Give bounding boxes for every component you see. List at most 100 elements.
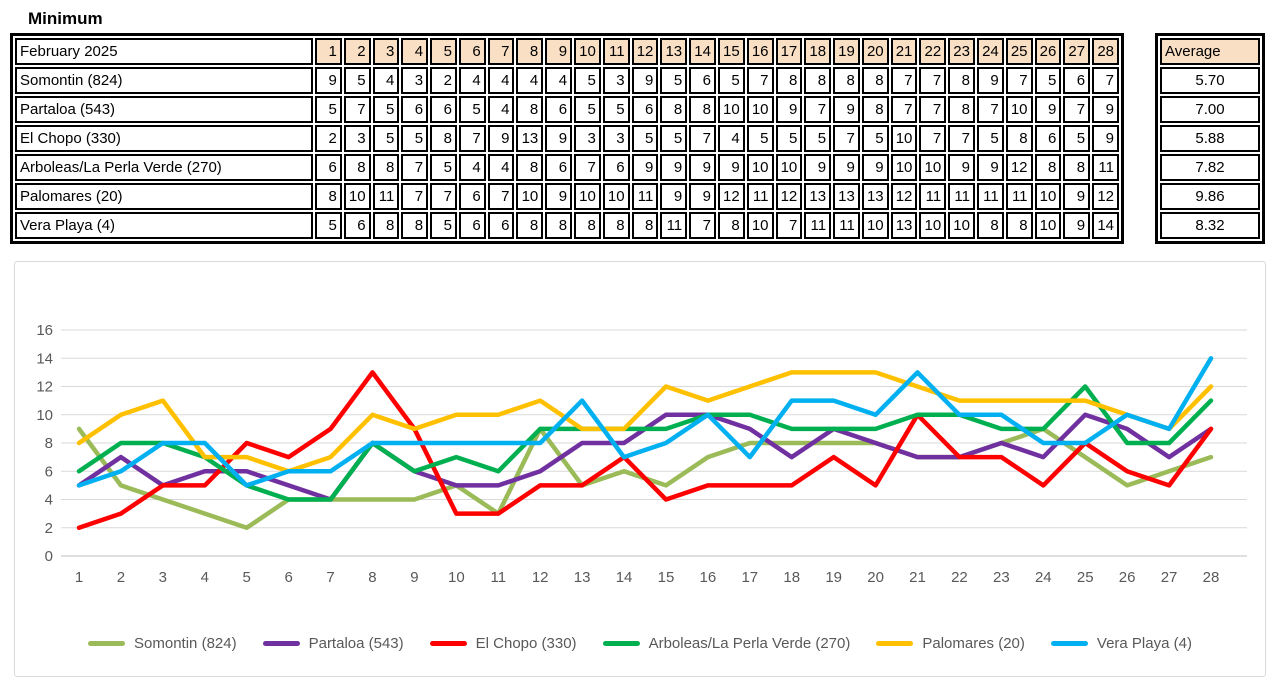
value-cell[interactable]: 8 bbox=[833, 67, 860, 94]
average-header-cell[interactable]: Average bbox=[1160, 38, 1260, 65]
row-label-cell[interactable]: Palomares (20) bbox=[15, 183, 313, 210]
value-cell[interactable]: 10 bbox=[1034, 183, 1062, 210]
value-cell[interactable]: 9 bbox=[631, 154, 659, 181]
value-cell[interactable]: 9 bbox=[545, 125, 573, 152]
month-header-cell[interactable]: February 2025 bbox=[15, 38, 313, 65]
value-cell[interactable]: 6 bbox=[458, 212, 486, 239]
value-cell[interactable]: 4 bbox=[487, 96, 515, 123]
row-label-cell[interactable]: Partaloa (543) bbox=[15, 96, 313, 123]
value-cell[interactable]: 5 bbox=[372, 96, 400, 123]
value-cell[interactable]: 11 bbox=[976, 183, 1004, 210]
average-value-cell[interactable]: 5.70 bbox=[1160, 67, 1260, 94]
value-cell[interactable]: 10 bbox=[574, 183, 601, 210]
value-cell[interactable]: 11 bbox=[746, 183, 774, 210]
value-cell[interactable]: 9 bbox=[948, 154, 975, 181]
day-header-cell[interactable]: 11 bbox=[602, 38, 630, 65]
value-cell[interactable]: 6 bbox=[487, 212, 515, 239]
value-cell[interactable]: 11 bbox=[660, 212, 688, 239]
value-cell[interactable]: 11 bbox=[631, 183, 659, 210]
day-header-cell[interactable]: 8 bbox=[516, 38, 544, 65]
value-cell[interactable]: 7 bbox=[574, 154, 601, 181]
value-cell[interactable]: 7 bbox=[976, 96, 1004, 123]
value-cell[interactable]: 9 bbox=[1063, 183, 1091, 210]
line-chart[interactable]: 0 2 4 6 8 10 12 14 16 1 2 3 4 5 6 7 8 9 10 11 12 13 14 15 16 17 18… bbox=[14, 261, 1266, 677]
value-cell[interactable]: 10 bbox=[602, 183, 630, 210]
value-cell[interactable]: 8 bbox=[574, 212, 601, 239]
value-cell[interactable]: 5 bbox=[430, 154, 457, 181]
value-cell[interactable]: 10 bbox=[861, 212, 889, 239]
row-label-cell[interactable]: Vera Playa (4) bbox=[15, 212, 313, 239]
value-cell[interactable]: 6 bbox=[689, 67, 716, 94]
value-cell[interactable]: 5 bbox=[401, 125, 429, 152]
value-cell[interactable]: 7 bbox=[487, 183, 515, 210]
value-cell[interactable]: 8 bbox=[631, 212, 659, 239]
value-cell[interactable]: 8 bbox=[343, 154, 371, 181]
day-header-cell[interactable]: 24 bbox=[976, 38, 1004, 65]
value-cell[interactable]: 5 bbox=[602, 96, 630, 123]
day-header-cell[interactable]: 22 bbox=[919, 38, 947, 65]
value-cell[interactable]: 11 bbox=[372, 183, 400, 210]
value-cell[interactable]: 8 bbox=[948, 67, 975, 94]
day-header-cell[interactable]: 10 bbox=[574, 38, 601, 65]
value-cell[interactable]: 9 bbox=[775, 96, 803, 123]
value-cell[interactable]: 4 bbox=[516, 67, 544, 94]
value-cell[interactable]: 6 bbox=[458, 183, 486, 210]
value-cell[interactable]: 13 bbox=[890, 212, 918, 239]
value-cell[interactable]: 9 bbox=[689, 154, 716, 181]
value-cell[interactable]: 2 bbox=[430, 67, 457, 94]
value-cell[interactable]: 5 bbox=[631, 125, 659, 152]
value-cell[interactable]: 9 bbox=[717, 154, 745, 181]
value-cell[interactable]: 13 bbox=[804, 183, 832, 210]
minimum-data-table[interactable]: February 2025 1 2 3 4 5 6 7 8 9 10 11 12 13 14 15 16 17 1… bbox=[10, 33, 1124, 244]
value-cell[interactable]: 5 bbox=[1034, 67, 1062, 94]
value-cell[interactable]: 11 bbox=[833, 212, 860, 239]
value-cell[interactable]: 5 bbox=[574, 67, 601, 94]
value-cell[interactable]: 7 bbox=[401, 183, 429, 210]
value-cell[interactable]: 8 bbox=[602, 212, 630, 239]
value-cell[interactable]: 8 bbox=[1005, 212, 1033, 239]
value-cell[interactable]: 8 bbox=[717, 212, 745, 239]
value-cell[interactable]: 8 bbox=[545, 212, 573, 239]
average-value-cell[interactable]: 7.00 bbox=[1160, 96, 1260, 123]
value-cell[interactable]: 4 bbox=[458, 154, 486, 181]
value-cell[interactable]: 3 bbox=[602, 67, 630, 94]
day-header-cell[interactable]: 19 bbox=[833, 38, 860, 65]
row-label-cell[interactable]: Arboleas/La Perla Verde (270) bbox=[15, 154, 313, 181]
value-cell[interactable]: 9 bbox=[1034, 96, 1062, 123]
value-cell[interactable]: 8 bbox=[516, 212, 544, 239]
value-cell[interactable]: 7 bbox=[1063, 96, 1091, 123]
value-cell[interactable]: 7 bbox=[430, 183, 457, 210]
value-cell[interactable]: 7 bbox=[689, 212, 716, 239]
value-cell[interactable]: 9 bbox=[487, 125, 515, 152]
value-cell[interactable]: 7 bbox=[890, 96, 918, 123]
value-cell[interactable]: 5 bbox=[804, 125, 832, 152]
value-cell[interactable]: 11 bbox=[1005, 183, 1033, 210]
day-header-cell[interactable]: 27 bbox=[1063, 38, 1091, 65]
value-cell[interactable]: 5 bbox=[315, 212, 342, 239]
value-cell[interactable]: 5 bbox=[430, 212, 457, 239]
value-cell[interactable]: 6 bbox=[1034, 125, 1062, 152]
value-cell[interactable]: 9 bbox=[660, 154, 688, 181]
value-cell[interactable]: 8 bbox=[861, 96, 889, 123]
day-header-cell[interactable]: 14 bbox=[689, 38, 716, 65]
value-cell[interactable]: 8 bbox=[516, 96, 544, 123]
value-cell[interactable]: 9 bbox=[976, 67, 1004, 94]
value-cell[interactable]: 13 bbox=[861, 183, 889, 210]
value-cell[interactable]: 12 bbox=[1005, 154, 1033, 181]
value-cell[interactable]: 5 bbox=[660, 125, 688, 152]
value-cell[interactable]: 5 bbox=[315, 96, 342, 123]
value-cell[interactable]: 8 bbox=[775, 67, 803, 94]
value-cell[interactable]: 10 bbox=[343, 183, 371, 210]
value-cell[interactable]: 6 bbox=[401, 96, 429, 123]
value-cell[interactable]: 3 bbox=[574, 125, 601, 152]
value-cell[interactable]: 5 bbox=[343, 67, 371, 94]
value-cell[interactable]: 9 bbox=[689, 183, 716, 210]
day-header-cell[interactable]: 17 bbox=[775, 38, 803, 65]
value-cell[interactable]: 8 bbox=[516, 154, 544, 181]
value-cell[interactable]: 9 bbox=[1092, 96, 1119, 123]
value-cell[interactable]: 11 bbox=[919, 183, 947, 210]
value-cell[interactable]: 10 bbox=[919, 212, 947, 239]
day-header-cell[interactable]: 21 bbox=[890, 38, 918, 65]
value-cell[interactable]: 8 bbox=[1063, 154, 1091, 181]
value-cell[interactable]: 10 bbox=[516, 183, 544, 210]
